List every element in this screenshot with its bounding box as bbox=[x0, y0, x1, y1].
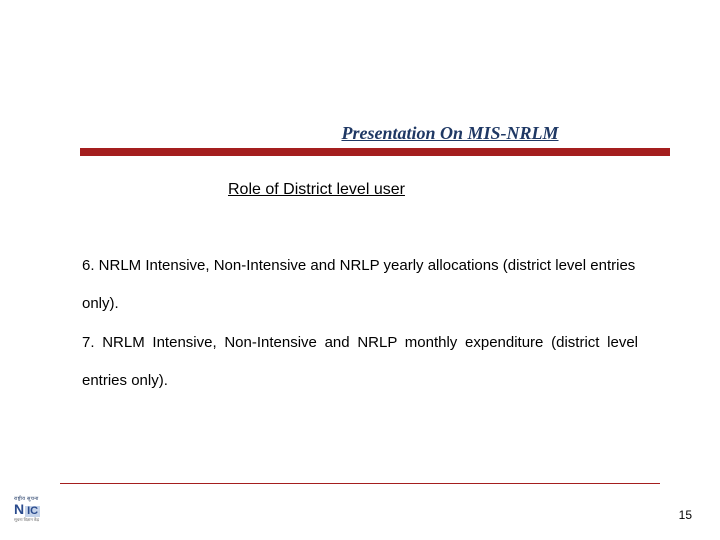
logo-sub-text: सूचना विज्ञान केंद्र bbox=[14, 517, 58, 523]
body-content: 6. NRLM Intensive, Non-Intensive and NRL… bbox=[82, 247, 638, 400]
list-item: 7. NRLM Intensive, Non-Intensive and NRL… bbox=[82, 324, 638, 401]
list-item: 6. NRLM Intensive, Non-Intensive and NRL… bbox=[82, 247, 638, 324]
page-number: 15 bbox=[679, 508, 692, 522]
footer-divider bbox=[60, 483, 660, 484]
nic-logo: राष्ट्रीय सूचना NIC सूचना विज्ञान केंद्र bbox=[14, 496, 58, 522]
title-underline-bar bbox=[80, 148, 670, 156]
section-subtitle: Role of District level user bbox=[0, 181, 720, 199]
logo-mark-box: IC bbox=[25, 506, 40, 517]
logo-mark-main: N bbox=[14, 501, 24, 517]
logo-mark: NIC bbox=[14, 502, 58, 517]
slide: Presentation On MIS-NRLM Role of Distric… bbox=[0, 0, 720, 540]
presentation-title: Presentation On MIS-NRLM bbox=[0, 123, 720, 144]
